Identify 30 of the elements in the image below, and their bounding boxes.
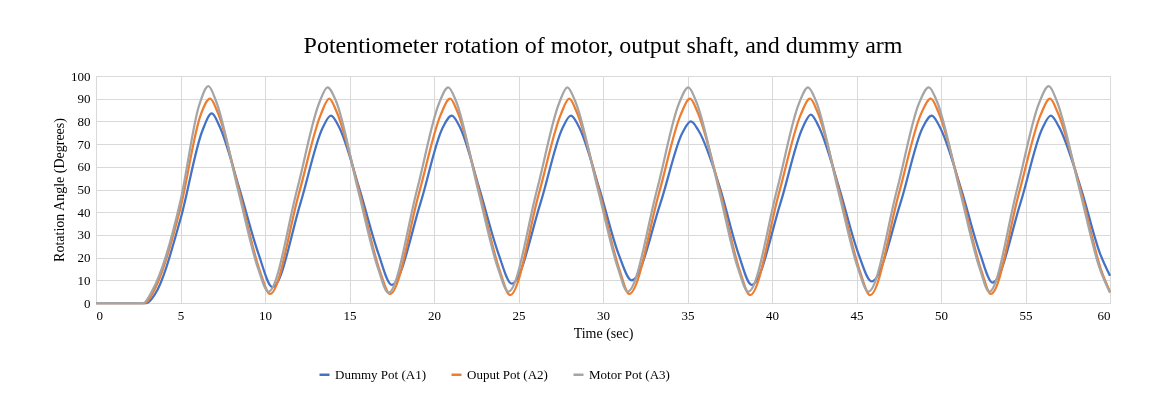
x-tick-label: 45	[850, 307, 864, 323]
y-tick-label: 60	[77, 159, 91, 175]
x-tick-label: 50	[935, 307, 948, 323]
y-tick-label: 20	[77, 250, 91, 266]
y-tick-label: 10	[77, 272, 91, 288]
x-tick-label: 30	[597, 307, 610, 323]
legend-label: Motor Pot (A3)	[589, 366, 670, 382]
y-tick-label: 50	[77, 182, 91, 197]
x-tick-label: 20	[428, 307, 441, 323]
y-axis-title: Rotation Angle (Degrees)	[52, 117, 68, 262]
x-axis-title: Time (sec)	[573, 325, 634, 342]
x-tick-label: 10	[259, 307, 272, 323]
chart-title: Potentiometer rotation of motor, output shaft, and dummy arm	[303, 32, 903, 58]
y-tick-label: 40	[77, 204, 91, 220]
y-tick-label: 70	[77, 136, 91, 152]
y-tick-label: 30	[77, 227, 91, 243]
y-tick-label: 80	[77, 113, 91, 129]
x-tick-label: 60	[1097, 307, 1111, 323]
x-tick-label: 25	[512, 307, 526, 323]
legend-label: Ouput Pot (A2)	[467, 366, 548, 382]
y-tick-label: 90	[77, 91, 91, 107]
x-tick-label: 35	[681, 307, 695, 323]
y-tick-label: 100	[71, 68, 91, 84]
legend-label: Dummy Pot (A1)	[335, 366, 426, 382]
x-tick-label: 0	[96, 307, 103, 323]
x-tick-label: 15	[343, 307, 357, 323]
x-tick-label: 40	[766, 307, 779, 323]
y-tick-label: 0	[84, 295, 91, 311]
x-tick-label: 5	[177, 307, 185, 323]
x-tick-label: 55	[1019, 307, 1033, 323]
